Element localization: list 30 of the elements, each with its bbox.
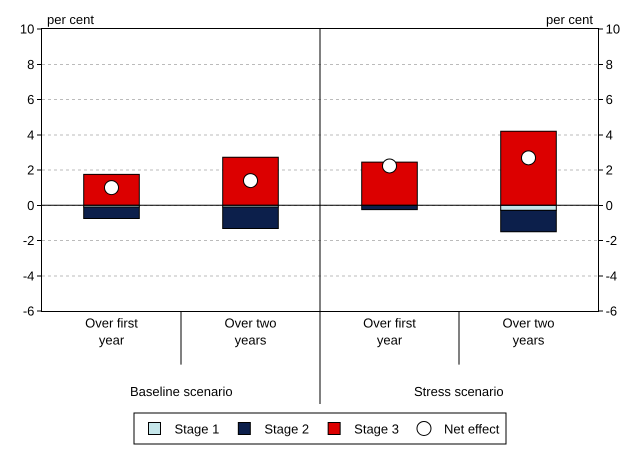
y-tick-label: 2: [27, 162, 34, 178]
x-tick-label: Over first year: [85, 316, 138, 348]
y2-tick-label: 0: [606, 198, 613, 213]
y-tick-label: -4: [22, 268, 34, 284]
y-tick-label: 4: [27, 127, 34, 142]
y-tick-label: 10: [20, 22, 34, 37]
y2-tick-label: 8: [606, 56, 613, 72]
y2-tick-label: 4: [606, 127, 613, 142]
y2-tick-label: -2: [606, 233, 618, 248]
legend-label: Stage 3: [354, 422, 399, 437]
y-tick-label: 0: [27, 198, 34, 213]
y-tick-label: 8: [27, 56, 34, 72]
y2-tick-label: 6: [606, 92, 613, 108]
x-tick-label: Over first year: [363, 316, 416, 348]
y-tick-label: 6: [27, 92, 34, 108]
y2-tick-label: 2: [606, 162, 613, 178]
legend-label: Net effect: [444, 422, 500, 437]
x-tick-label: Over two years: [502, 316, 555, 348]
legend-label: Stage 2: [264, 422, 310, 437]
y2-axis-title: per cent: [546, 12, 594, 27]
y-tick-label: -2: [22, 233, 34, 248]
y2-tick-label: -4: [606, 268, 618, 284]
legend-label: Stage 1: [174, 422, 220, 437]
y2-tick-label: -6: [606, 304, 618, 319]
y-tick-label: -6: [22, 304, 34, 319]
x-tick-label: Over two years: [224, 316, 277, 348]
text: Stress scenario: [414, 384, 504, 399]
text: Baseline scenario: [130, 384, 233, 399]
y-axis-title: per cent: [47, 12, 94, 27]
y2-tick-label: 10: [606, 22, 620, 37]
